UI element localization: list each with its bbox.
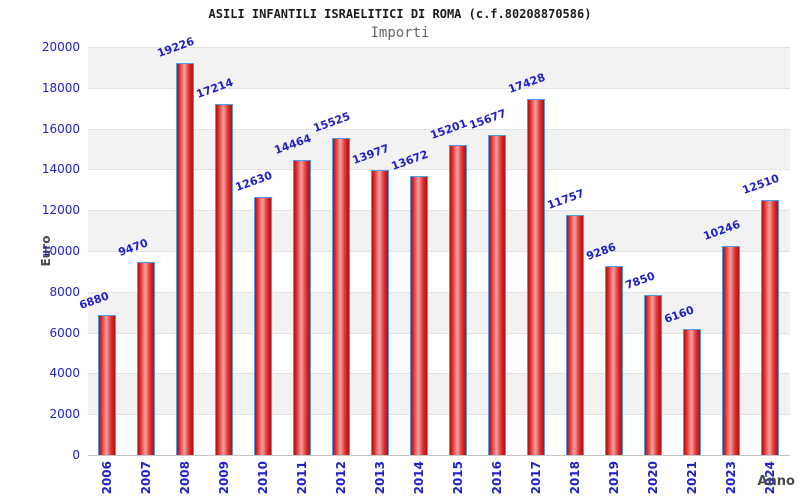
x-tick-label: 2014 [411,461,426,495]
y-tick-label: 6000 [49,325,80,340]
bar-2019 [604,265,623,455]
x-tick-label: 2018 [567,461,582,495]
plot-band [88,128,790,170]
y-tick-label: 0 [72,448,80,462]
chart-title: ASILI INFANTILI ISRAELITICI DI ROMA (c.f… [208,7,592,21]
bar-2017 [526,99,545,455]
y-tick-label: 12000 [41,203,80,218]
bar-2008 [175,62,194,455]
x-axis-title: Anno [757,474,795,489]
y-tick-label: 4000 [49,366,80,381]
x-tick-label: 2013 [372,461,387,495]
y-tick-label: 20000 [41,40,80,54]
plot-band [88,332,790,374]
x-tick-label: 2019 [606,461,621,495]
x-tick-label: 2010 [255,461,270,495]
y-axis-tick-labels: 20000 18000 16000 14000 12000 10000 8000 6000 40… [0,0,80,500]
x-tick-label: 2015 [450,461,465,495]
x-tick-label: 2008 [177,461,192,495]
plot-band [88,87,790,129]
bar-2009 [214,103,233,455]
bar-2006 [97,314,116,455]
bar-2012 [331,138,350,455]
bar-2021 [682,329,701,455]
bar-2015 [448,144,467,455]
plot-band [88,210,790,251]
bar-2020 [643,294,662,455]
bar-2010 [253,197,272,455]
x-tick-label: 2021 [684,461,699,495]
bar-2018 [565,215,584,455]
x-tick-label: 2017 [528,461,543,495]
x-tick-label: 2023 [723,461,738,495]
x-tick-label: 2007 [138,461,153,495]
plot-band [88,414,790,455]
bar-2023 [721,245,740,455]
plot-band [88,251,790,292]
y-tick-label: 10000 [41,244,80,258]
x-tick-label: 2009 [216,461,231,495]
plot-band [88,291,790,333]
plot-band [88,169,790,211]
bar-2014 [409,176,428,455]
y-tick-label: 18000 [41,80,80,95]
x-tick-label: 2020 [645,461,660,495]
chart-subtitle: Importi [370,25,430,41]
bar-2013 [370,169,389,455]
bar-2011 [292,159,311,455]
y-tick-label: 16000 [41,121,80,136]
x-axis-tick-labels: 2006 2007 2008 2009 2010 2011 2012 2013 2014 2015… [88,461,790,500]
plot-band [88,373,790,415]
x-tick-label: 2016 [489,461,504,495]
x-tick-label: 2011 [294,461,309,495]
y-tick-label: 8000 [49,284,80,299]
bar-2007 [136,261,155,455]
plot-area: 6880 9470 19226 17214 12630 14464 15525 13977 13… [77,34,790,456]
y-tick-label: 2000 [49,407,80,422]
y-tick-label: 14000 [41,162,80,177]
plot-band [88,47,790,88]
x-tick-label: 2006 [99,461,114,495]
bar-2016 [487,135,506,455]
x-tick-label: 2012 [333,461,348,495]
bar-2024 [760,199,779,455]
